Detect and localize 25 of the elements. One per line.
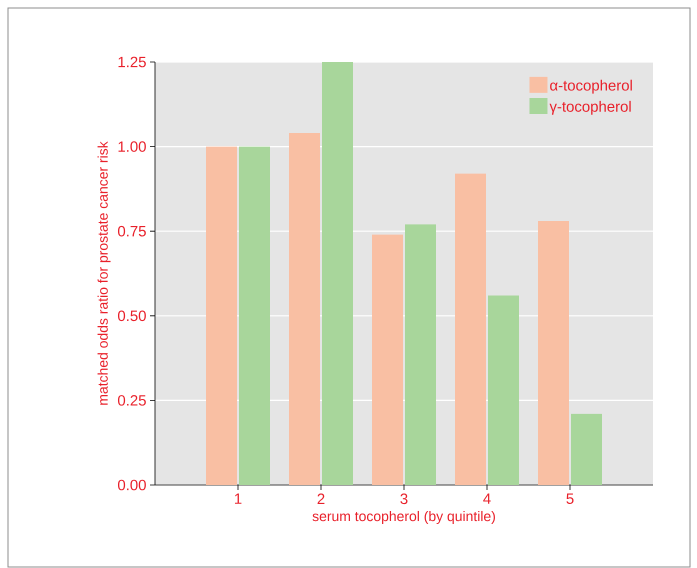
x-tick-label: 4: [483, 494, 491, 504]
y-tick-label: 0.50: [118, 310, 146, 322]
bar: [455, 174, 486, 485]
bar: [289, 133, 320, 485]
bar: [488, 295, 519, 485]
legend-label: γ-tocopherol: [550, 100, 631, 115]
bar: [322, 62, 353, 485]
bar: [238, 146, 270, 485]
bar: [206, 146, 238, 485]
y-tick-label: 1.00: [118, 141, 146, 152]
bar: [570, 414, 602, 485]
y-tick-label: 0.25: [118, 395, 146, 406]
bar: [372, 234, 404, 485]
x-tick-label: 2: [318, 494, 324, 504]
bar: [404, 224, 436, 485]
y-axis-title: matched odds ratio for prostate cancer risk: [98, 141, 111, 405]
legend-label: α-tocopherol: [550, 80, 632, 94]
x-tick-label: 1: [234, 494, 242, 504]
y-tick-label: 0.75: [118, 226, 146, 236]
y-tick-label: 1.25: [118, 56, 146, 68]
x-tick-label: 5: [566, 494, 574, 504]
y-tick-label: 0.00: [118, 480, 146, 490]
bar: [538, 221, 570, 485]
x-axis-title: serum tocopherol (by quintile): [312, 510, 495, 524]
x-tick-label: 3: [400, 494, 408, 504]
